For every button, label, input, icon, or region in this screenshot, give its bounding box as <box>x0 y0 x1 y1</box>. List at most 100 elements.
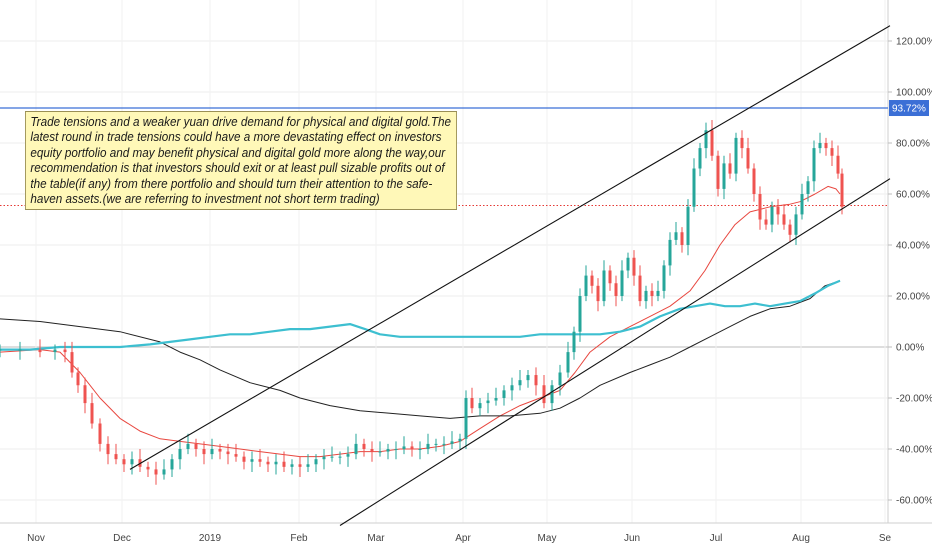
candle-body <box>502 390 506 398</box>
candle-body <box>794 214 798 235</box>
candle-body <box>572 331 576 353</box>
candle-body <box>442 443 446 445</box>
x-tick-label: Mar <box>367 533 385 544</box>
candle-body <box>518 380 522 386</box>
y-tick-label: -40.00% <box>896 445 932 456</box>
candle-body <box>710 130 714 156</box>
candle-body <box>386 449 390 452</box>
candle-body <box>322 456 326 460</box>
candle-body <box>566 352 570 373</box>
candle-body <box>290 464 294 467</box>
y-tick-label: 20.00% <box>896 292 930 303</box>
candle-body <box>494 398 498 401</box>
candle-body <box>818 143 822 149</box>
x-tick-label: Se <box>879 533 892 544</box>
candle-body <box>162 469 166 475</box>
price-label: 93.72% <box>889 100 929 117</box>
candle-body <box>650 290 654 296</box>
y-tick-label: -60.00% <box>896 496 932 507</box>
channel-line <box>339 178 891 526</box>
candle-body <box>602 270 606 302</box>
candle-body <box>638 275 642 302</box>
candle-body <box>178 449 182 460</box>
candle-body <box>76 372 80 386</box>
candle-body <box>728 163 732 174</box>
candle-body <box>306 464 310 467</box>
compare-line <box>0 279 841 351</box>
candle-body <box>226 451 230 455</box>
candle-body <box>258 459 262 462</box>
candle-body <box>154 469 158 475</box>
candle-body <box>632 257 636 276</box>
candle-body <box>330 456 334 458</box>
candle-body <box>534 375 538 386</box>
candle-body <box>782 214 786 225</box>
candle-body <box>590 275 594 286</box>
candle-body <box>90 403 94 424</box>
candle-body <box>510 385 514 391</box>
candle-body <box>770 206 774 225</box>
candle-body <box>680 232 684 245</box>
candle-body <box>210 449 214 455</box>
x-tick-label: May <box>538 533 557 544</box>
candle-body <box>130 459 134 465</box>
candle-body <box>836 155 840 174</box>
candle-body <box>526 375 530 381</box>
candle-body <box>298 464 302 467</box>
candle-body <box>812 148 816 182</box>
candle-body <box>410 446 414 449</box>
y-tick-label: 40.00% <box>896 241 930 252</box>
candle-body <box>674 232 678 240</box>
candle-body <box>458 438 462 442</box>
annotation-note[interactable]: Trade tensions and a weaker yuan drive d… <box>25 111 457 211</box>
candle-body <box>266 461 270 465</box>
candle-body <box>656 290 660 296</box>
series-lines <box>0 185 841 458</box>
candles <box>0 120 844 485</box>
x-tick-label: Dec <box>113 533 131 544</box>
candle-body <box>644 290 648 302</box>
candle-body <box>824 143 828 149</box>
price-tag-text: 93.72% <box>892 104 926 115</box>
candle-body <box>620 270 624 296</box>
candle-body <box>614 283 618 296</box>
candle-body <box>478 403 482 409</box>
candle-body <box>758 194 762 220</box>
candle-body <box>722 163 726 189</box>
candle-body <box>830 148 834 156</box>
candle-body <box>250 459 254 462</box>
candle-body <box>596 285 600 302</box>
x-tick-label: Jun <box>624 533 640 544</box>
candle-body <box>202 449 206 455</box>
candle-body <box>114 454 118 460</box>
candle-body <box>394 449 398 450</box>
trend-channel[interactable] <box>129 25 891 526</box>
candle-body <box>70 352 74 373</box>
candle-body <box>486 400 490 404</box>
candle-body <box>186 443 190 449</box>
candle-body <box>282 461 286 467</box>
candle-body <box>800 194 804 215</box>
candle-body <box>746 148 750 169</box>
candle-body <box>558 372 562 386</box>
candle-body <box>608 270 612 284</box>
candle-body <box>470 398 474 409</box>
candle-body <box>704 130 708 149</box>
y-tick-label: -20.00% <box>896 394 932 405</box>
candle-body <box>840 173 844 207</box>
y-tick-label: 120.00% <box>896 37 932 48</box>
y-tick-label: 80.00% <box>896 139 930 150</box>
candle-body <box>464 398 468 439</box>
candle-body <box>542 385 546 404</box>
y-tick-label: 100.00% <box>896 88 932 99</box>
candle-body <box>346 454 350 457</box>
candle-body <box>626 257 630 271</box>
candle-body <box>338 456 342 458</box>
x-axis: Nov Dec 2019 Feb Mar Apr May Jun Jul Aug Se <box>27 533 891 544</box>
candle-body <box>354 443 358 455</box>
candle-body <box>662 265 666 291</box>
candle-body <box>18 349 22 351</box>
candle-body <box>788 224 792 235</box>
candle-body <box>170 459 174 470</box>
